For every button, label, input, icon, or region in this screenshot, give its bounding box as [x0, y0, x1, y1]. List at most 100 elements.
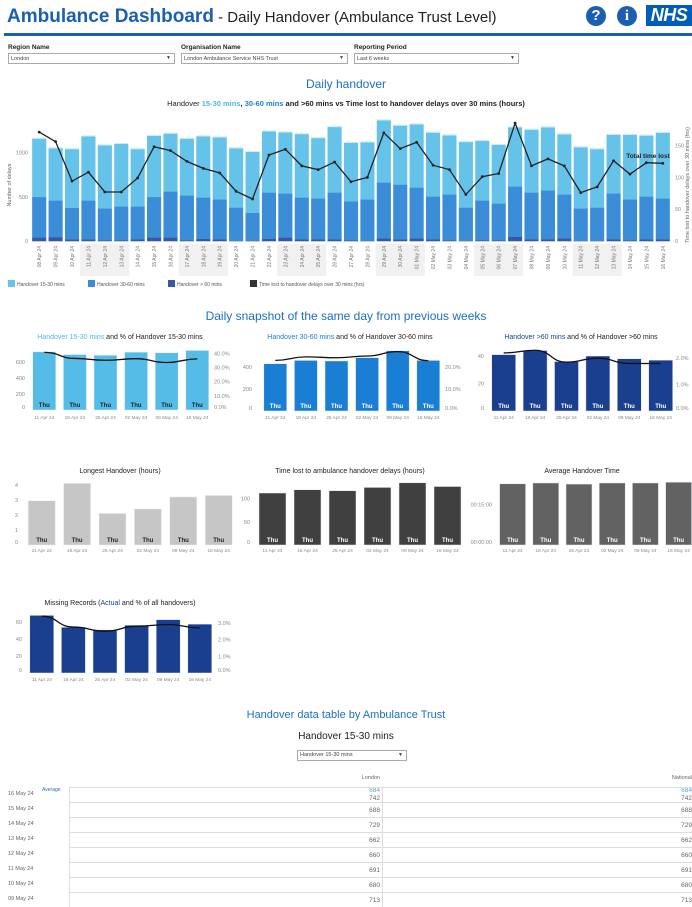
table-row — [69, 877, 692, 892]
y-axis-title: Number of delays — [7, 163, 13, 206]
bar-cap — [540, 126, 555, 128]
bar-segment — [606, 239, 621, 242]
dashboard-title: Ambulance Dashboard — [7, 6, 214, 27]
line-point — [644, 161, 648, 165]
bar — [29, 615, 55, 674]
y2-tick-label: 50 — [675, 207, 681, 213]
x-tick-label: 25 Apr 24 — [569, 548, 590, 554]
period-select[interactable]: Last 6 weeks ▼ — [354, 53, 519, 64]
y2-tick-label: 20.0% — [445, 365, 461, 371]
date-band — [392, 244, 409, 276]
bar-cap — [557, 133, 572, 135]
period-label: Reporting Period — [354, 44, 407, 51]
date-band — [195, 244, 212, 276]
national-value: 662 — [681, 837, 692, 844]
line-point — [349, 180, 353, 184]
organisation-select[interactable]: London Ambulance Service NHS Trust ▼ — [181, 53, 348, 64]
bar — [258, 492, 287, 546]
x-tick-label: 13 Apr 24 — [119, 246, 125, 268]
bar-segment — [147, 237, 162, 242]
bar-segment — [245, 240, 260, 242]
bar-cap — [655, 131, 670, 133]
x-tick-label: 14 Apr 24 — [136, 246, 142, 268]
table-row — [69, 892, 692, 907]
bar-segment — [261, 238, 277, 242]
line-point — [333, 160, 336, 164]
y-tick-label: 40 — [16, 637, 22, 643]
x-tick-label: 11 Apr 24 — [34, 415, 55, 421]
bar-segment — [622, 240, 638, 242]
bar-segment — [655, 132, 670, 199]
bar — [263, 363, 288, 412]
x-tick-label: 09 May 24 — [618, 415, 641, 421]
y2-tick-label: 0.0% — [218, 668, 231, 674]
bar-day-label: Thu — [131, 403, 142, 409]
line-point — [119, 190, 123, 194]
bar-segment — [81, 200, 96, 240]
x-tick-label: 25 Apr 24 — [326, 415, 347, 421]
x-tick-label: 26 Apr 24 — [333, 246, 339, 268]
bar-cap — [196, 135, 211, 137]
x-tick-label: 02 May 24 — [125, 415, 148, 421]
bar — [585, 355, 611, 412]
bar-segment — [442, 194, 457, 241]
chart-title: Missing Records (Actual and % of all han… — [45, 600, 196, 607]
x-tick-label: 11 Apr 24 — [32, 677, 53, 683]
bar — [134, 508, 162, 546]
x-tick-label: 20 Apr 24 — [234, 246, 240, 268]
bar-segment — [229, 148, 244, 208]
bar-segment — [425, 239, 441, 242]
y2-tick-label: 150 — [675, 143, 684, 149]
bar — [522, 350, 548, 412]
bar-segment — [64, 149, 80, 209]
title-part: Longest Handover (hours) — [79, 468, 160, 475]
bar-day-label: Thu — [300, 404, 311, 410]
x-tick-label: 30 Apr 24 — [398, 246, 404, 268]
info-icon[interactable]: i — [617, 6, 637, 26]
national-value: 680 — [681, 882, 692, 889]
bar-segment — [245, 151, 260, 214]
national-value: 742 — [681, 795, 692, 802]
line-point — [136, 176, 140, 180]
row-date: 10 May 24 — [8, 881, 34, 887]
line-point — [54, 140, 58, 144]
london-value: 742 — [369, 795, 380, 802]
line-point — [283, 147, 287, 151]
measure-value: Handover 15-30 mins — [300, 752, 353, 758]
date-band — [572, 244, 589, 276]
bar-day-label: Thu — [69, 403, 80, 409]
x-tick-label: 16 May 24 — [417, 415, 440, 421]
bar-segment — [278, 132, 293, 194]
help-icon[interactable]: ? — [586, 6, 606, 26]
x-tick-label: 15 Apr 24 — [152, 246, 158, 268]
bar-cap — [130, 148, 145, 150]
bar — [617, 358, 642, 412]
percentage-line — [44, 351, 198, 364]
bar — [499, 483, 526, 546]
y-tick-label: 200 — [16, 392, 25, 398]
y-tick-label: 50 — [244, 520, 250, 526]
bar-segment — [311, 198, 326, 240]
line-point — [595, 185, 599, 189]
line-point — [661, 161, 665, 165]
bar-segment — [130, 206, 145, 240]
x-tick-label: 13 May 24 — [612, 246, 618, 270]
title-part: and % of Handover 15-30 mins — [104, 334, 203, 341]
bar-segment — [179, 240, 194, 242]
date-band — [309, 244, 327, 276]
bar-segment — [48, 148, 63, 201]
bar-cap — [179, 137, 194, 139]
date-band — [96, 244, 114, 276]
measure-select[interactable]: Handover 15-30 mins ▼ — [297, 750, 407, 761]
bar-segment — [540, 239, 555, 242]
bar-cap — [508, 126, 523, 128]
bar-segment — [32, 196, 47, 238]
x-tick-label: 18 Apr 24 — [67, 548, 88, 554]
bar-cap — [425, 131, 441, 133]
title-part: Handover 15-30 mins — [37, 334, 104, 341]
region-select[interactable]: London ▼ — [8, 53, 175, 64]
x-tick-label: 16 May 24 — [189, 677, 212, 683]
bar-segment — [311, 239, 326, 242]
x-tick-label: 12 Apr 24 — [103, 246, 109, 268]
bar-segment — [622, 199, 638, 241]
